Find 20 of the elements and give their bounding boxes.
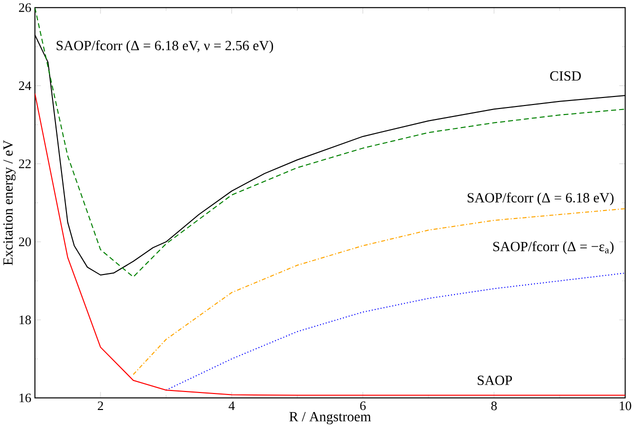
x-tick-label: 10	[620, 402, 632, 410]
series-label: SAOP	[478, 376, 512, 386]
y-tick-label: 22	[19, 160, 31, 168]
x-tick-label: 6	[360, 402, 366, 410]
line-series	[166, 272, 626, 391]
y-tick-label: 20	[19, 238, 31, 246]
x-axis-title: R / Angstroem	[289, 412, 371, 424]
x-tick-label: 2	[98, 402, 104, 410]
series-label: SAOP/fcorr (Δ = 6.18 eV)	[468, 192, 614, 206]
series-label: SAOP/fcorr (Δ = 6.18 eV, ν = 2.56 eV)	[56, 40, 274, 54]
series-label: CISD	[550, 71, 581, 81]
y-tick-label: 18	[20, 316, 31, 324]
y-axis-title: Excitation energy / eV	[3, 140, 16, 266]
y-tick-label: 16	[20, 394, 32, 402]
line-series	[132, 208, 626, 376]
x-tick-label: 4	[228, 402, 235, 410]
y-tick-label: 26	[19, 4, 32, 12]
series-label: SAOP/fcorr (Δ = −ε$_{a}$)	[493, 241, 614, 254]
x-tick-label: 8	[491, 402, 497, 410]
y-tick-label: 24	[19, 82, 32, 90]
